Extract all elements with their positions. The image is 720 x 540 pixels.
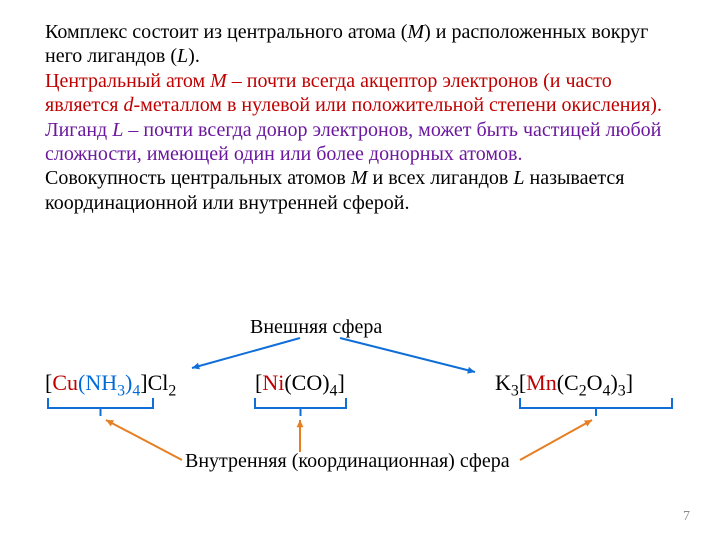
paragraph-3: Лиганд L – почти всегда донор электронов… (45, 118, 675, 167)
f3-pre-sub: 3 (511, 382, 519, 399)
p4-l1: L (513, 167, 524, 189)
p2-m1: M (210, 70, 227, 92)
p1-t3: ). (188, 45, 200, 67)
page-number: 7 (683, 509, 690, 525)
f1-lig-text: NH (85, 370, 117, 395)
f1-metal: Cu (52, 370, 78, 395)
f1-lig-sub1: 3 (117, 382, 125, 399)
formula-1: [Cu(NH3)4]Cl2 (45, 370, 176, 396)
p3-l1: L (112, 119, 123, 141)
inner-sphere-label: Внутренняя (координационная) сфера (185, 450, 510, 473)
p1-m1: M (407, 21, 424, 43)
p2-t3: -металлом в нулевой или положительной ст… (134, 94, 662, 116)
p2-d: d (124, 94, 134, 116)
slide: Комплекс состоит из центрального атома (… (0, 0, 720, 540)
f1-out-sub: 2 (168, 382, 176, 399)
f3-s1: 2 (579, 382, 587, 399)
paragraph-1: Комплекс состоит из центрального атома (… (45, 20, 675, 69)
p1-t1: Комплекс состоит из центрального атома ( (45, 21, 407, 43)
p3-t2: – почти всегда донор электронов, может б… (45, 119, 661, 165)
f3-r2: O (587, 370, 603, 395)
f3-r1: (C (557, 370, 579, 395)
f1-close: ]Cl (140, 370, 168, 395)
f3-s3: 3 (618, 382, 626, 399)
f2-rest1: (CO) (284, 370, 329, 395)
p4-m1: M (351, 167, 368, 189)
f3-metal: Mn (526, 370, 557, 395)
formula-3: K3[Mn(C2O4)3] (495, 370, 633, 396)
p4-t1: Совокупность центральных атомов (45, 167, 351, 189)
p3-t1: Лиганд (45, 119, 112, 141)
f3-close: ] (626, 370, 633, 395)
formula-2: [Ni(CO)4] (255, 370, 345, 396)
f1-lig: (NH3)4 (78, 370, 140, 395)
f3-r3: ) (610, 370, 617, 395)
p4-t2: и всех лигандов (368, 167, 514, 189)
paragraph-4: Совокупность центральных атомов M и всех… (45, 166, 675, 215)
outer-sphere-label: Внешняя сфера (250, 316, 382, 339)
f3-pre: K (495, 370, 511, 395)
p2-t1: Центральный атом (45, 70, 210, 92)
f2-close: ] (337, 370, 344, 395)
paragraph-2: Центральный атом M – почти всегда акцепт… (45, 69, 675, 118)
f2-metal: Ni (262, 370, 284, 395)
p1-l1: L (177, 45, 188, 67)
